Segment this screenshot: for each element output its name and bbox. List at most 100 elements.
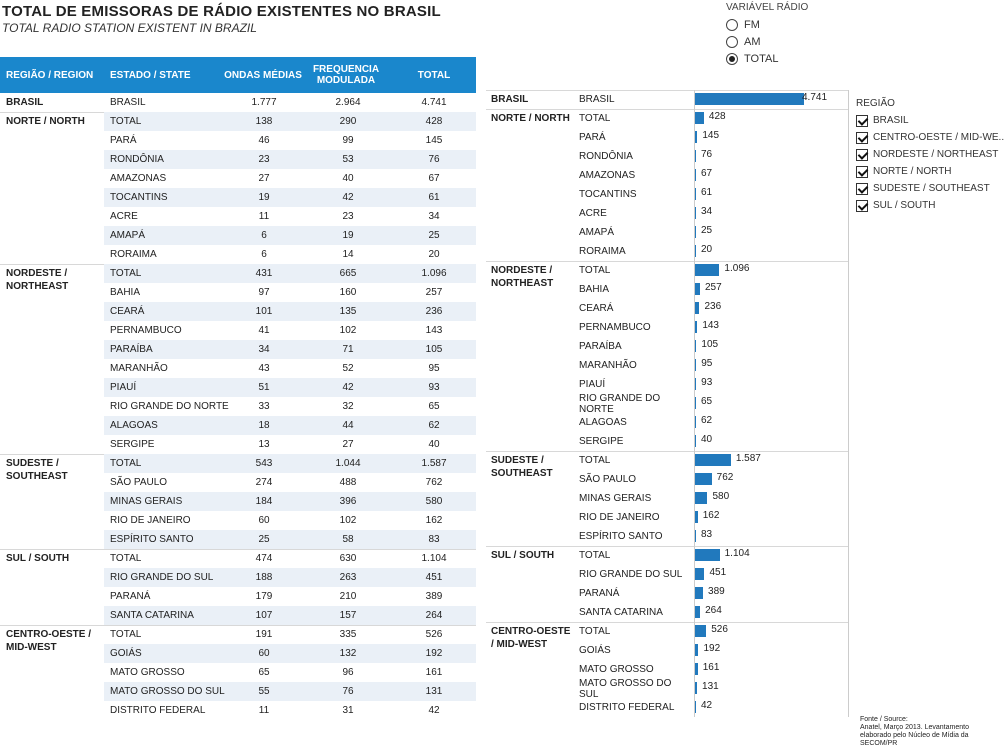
chart-state-label: RIO GRANDE DO SUL	[579, 569, 683, 580]
bar-value-label: 1.096	[724, 263, 750, 274]
fm-cell: 263	[339, 572, 357, 583]
bar-norte-north-para	[694, 131, 698, 143]
legend-item-nordeste-northeast[interactable]: NORDESTE / NORTHEAST	[856, 146, 1004, 163]
column-header-am: ONDAS MÉDIAS	[224, 69, 302, 81]
total-cell: 65	[428, 401, 440, 412]
state-cell: TOTAL	[110, 458, 142, 469]
fm-cell: 132	[339, 648, 357, 659]
table-group-divider	[0, 625, 476, 626]
checkbox-checked-icon[interactable]	[856, 148, 868, 161]
bar-value-label: 257	[704, 282, 722, 293]
radio-option-fm[interactable]: FM	[726, 16, 808, 33]
legend-item-centro-oeste-mid-we[interactable]: CENTRO-OESTE / MID-WE..	[856, 129, 1004, 146]
bar-value-label: 65	[701, 396, 713, 407]
bar-norte-north-amapa	[694, 226, 696, 238]
fm-cell: 630	[339, 553, 357, 564]
chart-region-label: CENTRO-OESTE / MID-WEST	[491, 626, 571, 650]
fm-cell: 102	[339, 515, 357, 526]
bar-norte-north-rondonia	[694, 150, 696, 162]
radio-button-icon[interactable]	[726, 18, 738, 31]
am-cell: 60	[258, 515, 270, 526]
bar-nordeste-northeast-ceara	[694, 302, 700, 314]
legend-item-label: SUL / SOUTH	[873, 200, 936, 211]
table-row: RORAIMA 6 14 20	[104, 245, 476, 264]
table-row: PARANÁ 179 210 389	[104, 587, 476, 606]
state-cell: AMAZONAS	[110, 173, 167, 184]
chart-state-label: MARANHÃO	[579, 360, 637, 371]
total-cell: 40	[428, 439, 440, 450]
state-cell: RIO DE JANEIRO	[110, 515, 191, 526]
legend-item-norte-north[interactable]: NORTE / NORTH	[856, 163, 1004, 180]
legend-item-brasil[interactable]: BRASIL	[856, 112, 1004, 129]
chart-state-label: RORAIMA	[579, 246, 626, 257]
table-row: SÃO PAULO 274 488 762	[104, 473, 476, 492]
total-cell: 1.587	[421, 458, 447, 469]
state-cell: TOTAL	[110, 268, 142, 279]
fm-cell: 2.964	[335, 97, 361, 108]
legend-item-sul-south[interactable]: SUL / SOUTH	[856, 197, 1004, 214]
checkbox-checked-icon[interactable]	[856, 199, 868, 212]
am-cell: 19	[258, 192, 270, 203]
am-cell: 6	[261, 230, 267, 241]
state-cell: TOTAL	[110, 629, 142, 640]
checkbox-checked-icon[interactable]	[856, 165, 868, 178]
chart-state-label: PARAÍBA	[579, 341, 622, 352]
fm-cell: 42	[342, 382, 354, 393]
checkbox-checked-icon[interactable]	[856, 182, 868, 195]
chart-group-divider	[486, 90, 848, 91]
chart-state-label: CEARÁ	[579, 303, 614, 314]
bar-value-label: 95	[701, 358, 713, 369]
bar-value-label: 264	[705, 605, 722, 616]
table-row: GOIÁS 60 132 192	[104, 644, 476, 663]
radio-button-icon[interactable]	[726, 35, 738, 48]
bar-value-label: 83	[701, 529, 713, 540]
table-header: REGIÃO / REGION ESTADO / STATE ONDAS MÉD…	[0, 57, 476, 93]
table-row: MARANHÃO 43 52 95	[104, 359, 476, 378]
am-cell: 107	[255, 610, 273, 621]
bar-nordeste-northeast-paraiba	[694, 340, 697, 352]
state-cell: RONDÔNIA	[110, 154, 164, 165]
radio-option-am[interactable]: AM	[726, 33, 808, 50]
chart-state-label: PARANÁ	[579, 588, 620, 599]
state-cell: BAHIA	[110, 287, 141, 298]
fm-cell: 335	[339, 629, 357, 640]
am-cell: 18	[258, 420, 270, 431]
checkbox-checked-icon[interactable]	[856, 131, 868, 144]
total-cell: 143	[425, 325, 443, 336]
bar-sudeste-southeast-espirito-santo	[694, 530, 696, 542]
radio-button-icon[interactable]	[726, 52, 738, 65]
fm-cell: 52	[342, 363, 354, 374]
checkbox-checked-icon[interactable]	[856, 114, 868, 127]
radio-variable-filter: VARIÁVEL RÁDIO FM AM TOTAL	[726, 2, 808, 67]
table-row: BRASIL 1.777 2.964 4.741	[104, 93, 476, 112]
state-cell: RIO GRANDE DO SUL	[110, 572, 214, 583]
am-cell: 34	[258, 344, 270, 355]
radio-filter-title: VARIÁVEL RÁDIO	[726, 2, 809, 13]
chart-state-label: PARÁ	[579, 132, 606, 143]
table-row: TOTAL 474 630 1.104	[104, 549, 476, 568]
fm-cell: 42	[342, 192, 354, 203]
total-cell: 25	[428, 230, 440, 241]
bar-centro-oeste-mid-west-goias	[694, 644, 699, 656]
radio-option-total[interactable]: TOTAL	[726, 50, 808, 67]
bar-value-label: 105	[701, 339, 719, 350]
fm-cell: 1.044	[335, 458, 361, 469]
column-header-fm: FREQUENCIA MODULADA	[312, 64, 380, 86]
am-cell: 101	[255, 306, 273, 317]
bar-value-label: 67	[701, 168, 713, 179]
am-cell: 33	[258, 401, 270, 412]
state-cell: TOTAL	[110, 116, 142, 127]
bar-norte-north-amazonas	[694, 169, 696, 181]
table-region-label: BRASIL	[6, 97, 44, 108]
am-cell: 51	[258, 382, 270, 393]
chart-state-label: TOTAL	[579, 265, 611, 276]
chart-state-label: RIO DE JANEIRO	[579, 512, 660, 523]
legend-item-sudeste-southeast[interactable]: SUDESTE / SOUTHEAST	[856, 180, 1004, 197]
am-cell: 188	[255, 572, 273, 583]
bar-value-label: 25	[701, 225, 713, 236]
total-cell: 236	[425, 306, 443, 317]
am-cell: 65	[258, 667, 270, 678]
bar-value-label: 389	[708, 586, 725, 597]
fm-cell: 290	[339, 116, 357, 127]
table-row: TOTAL 191 335 526	[104, 625, 476, 644]
